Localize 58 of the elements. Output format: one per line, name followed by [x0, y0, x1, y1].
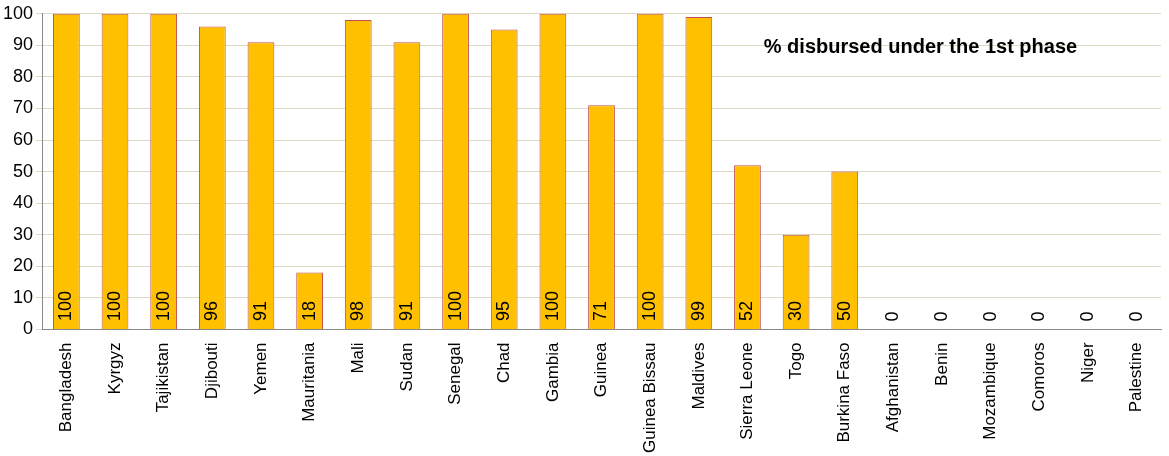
- x-tick-label: Benin: [931, 342, 951, 386]
- y-tick-label: 0: [23, 318, 34, 339]
- y-tick-label: 10: [13, 286, 34, 307]
- data-label: 100: [55, 290, 76, 321]
- x-tick-label: Sudan: [396, 342, 416, 392]
- x-tick-label: Kyrgyz: [104, 342, 124, 395]
- data-label: 0: [882, 311, 903, 322]
- data-label: 0: [1125, 311, 1146, 322]
- y-tick-label: 80: [13, 65, 34, 86]
- data-label: 96: [201, 300, 222, 321]
- y-tick-label: 20: [13, 255, 34, 276]
- x-tick-label: Togo: [785, 342, 805, 380]
- x-tick-label: Gambia: [542, 341, 562, 402]
- data-label: 100: [444, 290, 465, 321]
- x-tick-label: Mauritania: [299, 341, 319, 422]
- x-tick-label: Mozambique: [980, 342, 1000, 440]
- data-label: 100: [103, 290, 124, 321]
- data-label: 18: [298, 300, 319, 321]
- x-tick-label: Mali: [347, 342, 367, 374]
- x-tick-label: Maldives: [688, 342, 708, 410]
- data-label: 71: [590, 300, 611, 321]
- x-tick-label: Niger: [1077, 342, 1097, 384]
- x-tick-label: Afghanistan: [883, 342, 903, 433]
- y-tick-label: 70: [13, 97, 34, 118]
- data-label: 0: [979, 311, 1000, 322]
- data-label: 50: [833, 300, 854, 321]
- data-label: 91: [249, 300, 270, 321]
- x-tick-label: Bangladesh: [56, 342, 76, 433]
- data-label: 98: [347, 300, 368, 321]
- data-label: 0: [1028, 311, 1049, 322]
- data-label: 100: [541, 290, 562, 321]
- data-label: 0: [931, 311, 952, 322]
- y-tick-label: 90: [13, 34, 34, 55]
- data-label: 95: [493, 300, 514, 321]
- data-label: 99: [687, 300, 708, 321]
- y-tick-label: 30: [13, 223, 34, 244]
- data-label: 100: [152, 290, 173, 321]
- x-tick-label: Guinea Bissau: [639, 342, 659, 454]
- data-label: 30: [785, 300, 806, 321]
- x-tick-label: Guinea: [591, 341, 611, 398]
- x-tick-label: Djibouti: [202, 342, 221, 400]
- data-label: 100: [639, 290, 660, 321]
- x-tick-label: Sierra Leone: [737, 342, 757, 440]
- x-tick-label: Palestine: [1126, 342, 1146, 413]
- y-tick-label: 40: [13, 192, 34, 213]
- x-tick-label: Yemen: [250, 342, 270, 395]
- x-tick-label: Burkina Faso: [834, 342, 854, 443]
- data-label: 52: [736, 300, 757, 321]
- y-tick-label: 60: [13, 129, 34, 150]
- data-label: 91: [395, 300, 416, 321]
- y-tick-label: 50: [13, 160, 34, 181]
- y-tick-label: 100: [2, 2, 34, 23]
- x-tick-label: Comoros: [1029, 342, 1049, 412]
- x-tick-label: Chad: [493, 342, 513, 384]
- data-label: 0: [1076, 311, 1097, 322]
- x-tick-label: Senegal: [445, 342, 465, 405]
- x-tick-label: Tajikistan: [153, 342, 173, 413]
- annotation: % disbursed under the 1st phase: [763, 35, 1078, 58]
